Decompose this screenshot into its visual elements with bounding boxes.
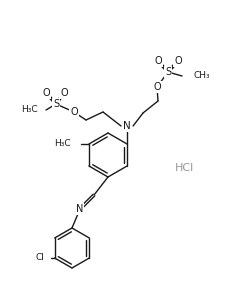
Text: Cl: Cl (36, 254, 45, 263)
Text: O: O (153, 82, 161, 92)
Text: H₃C: H₃C (54, 140, 71, 148)
Text: CH₃: CH₃ (194, 72, 211, 80)
Text: S: S (53, 99, 59, 109)
Text: O: O (60, 88, 68, 98)
Text: O: O (42, 88, 50, 98)
Text: N: N (76, 204, 84, 214)
Text: O: O (70, 107, 78, 117)
Text: N: N (123, 121, 131, 131)
Text: O: O (154, 56, 162, 66)
Text: O: O (174, 56, 182, 66)
Text: HCl: HCl (175, 163, 195, 173)
Text: H₃C: H₃C (21, 105, 38, 115)
Text: S: S (165, 67, 171, 77)
